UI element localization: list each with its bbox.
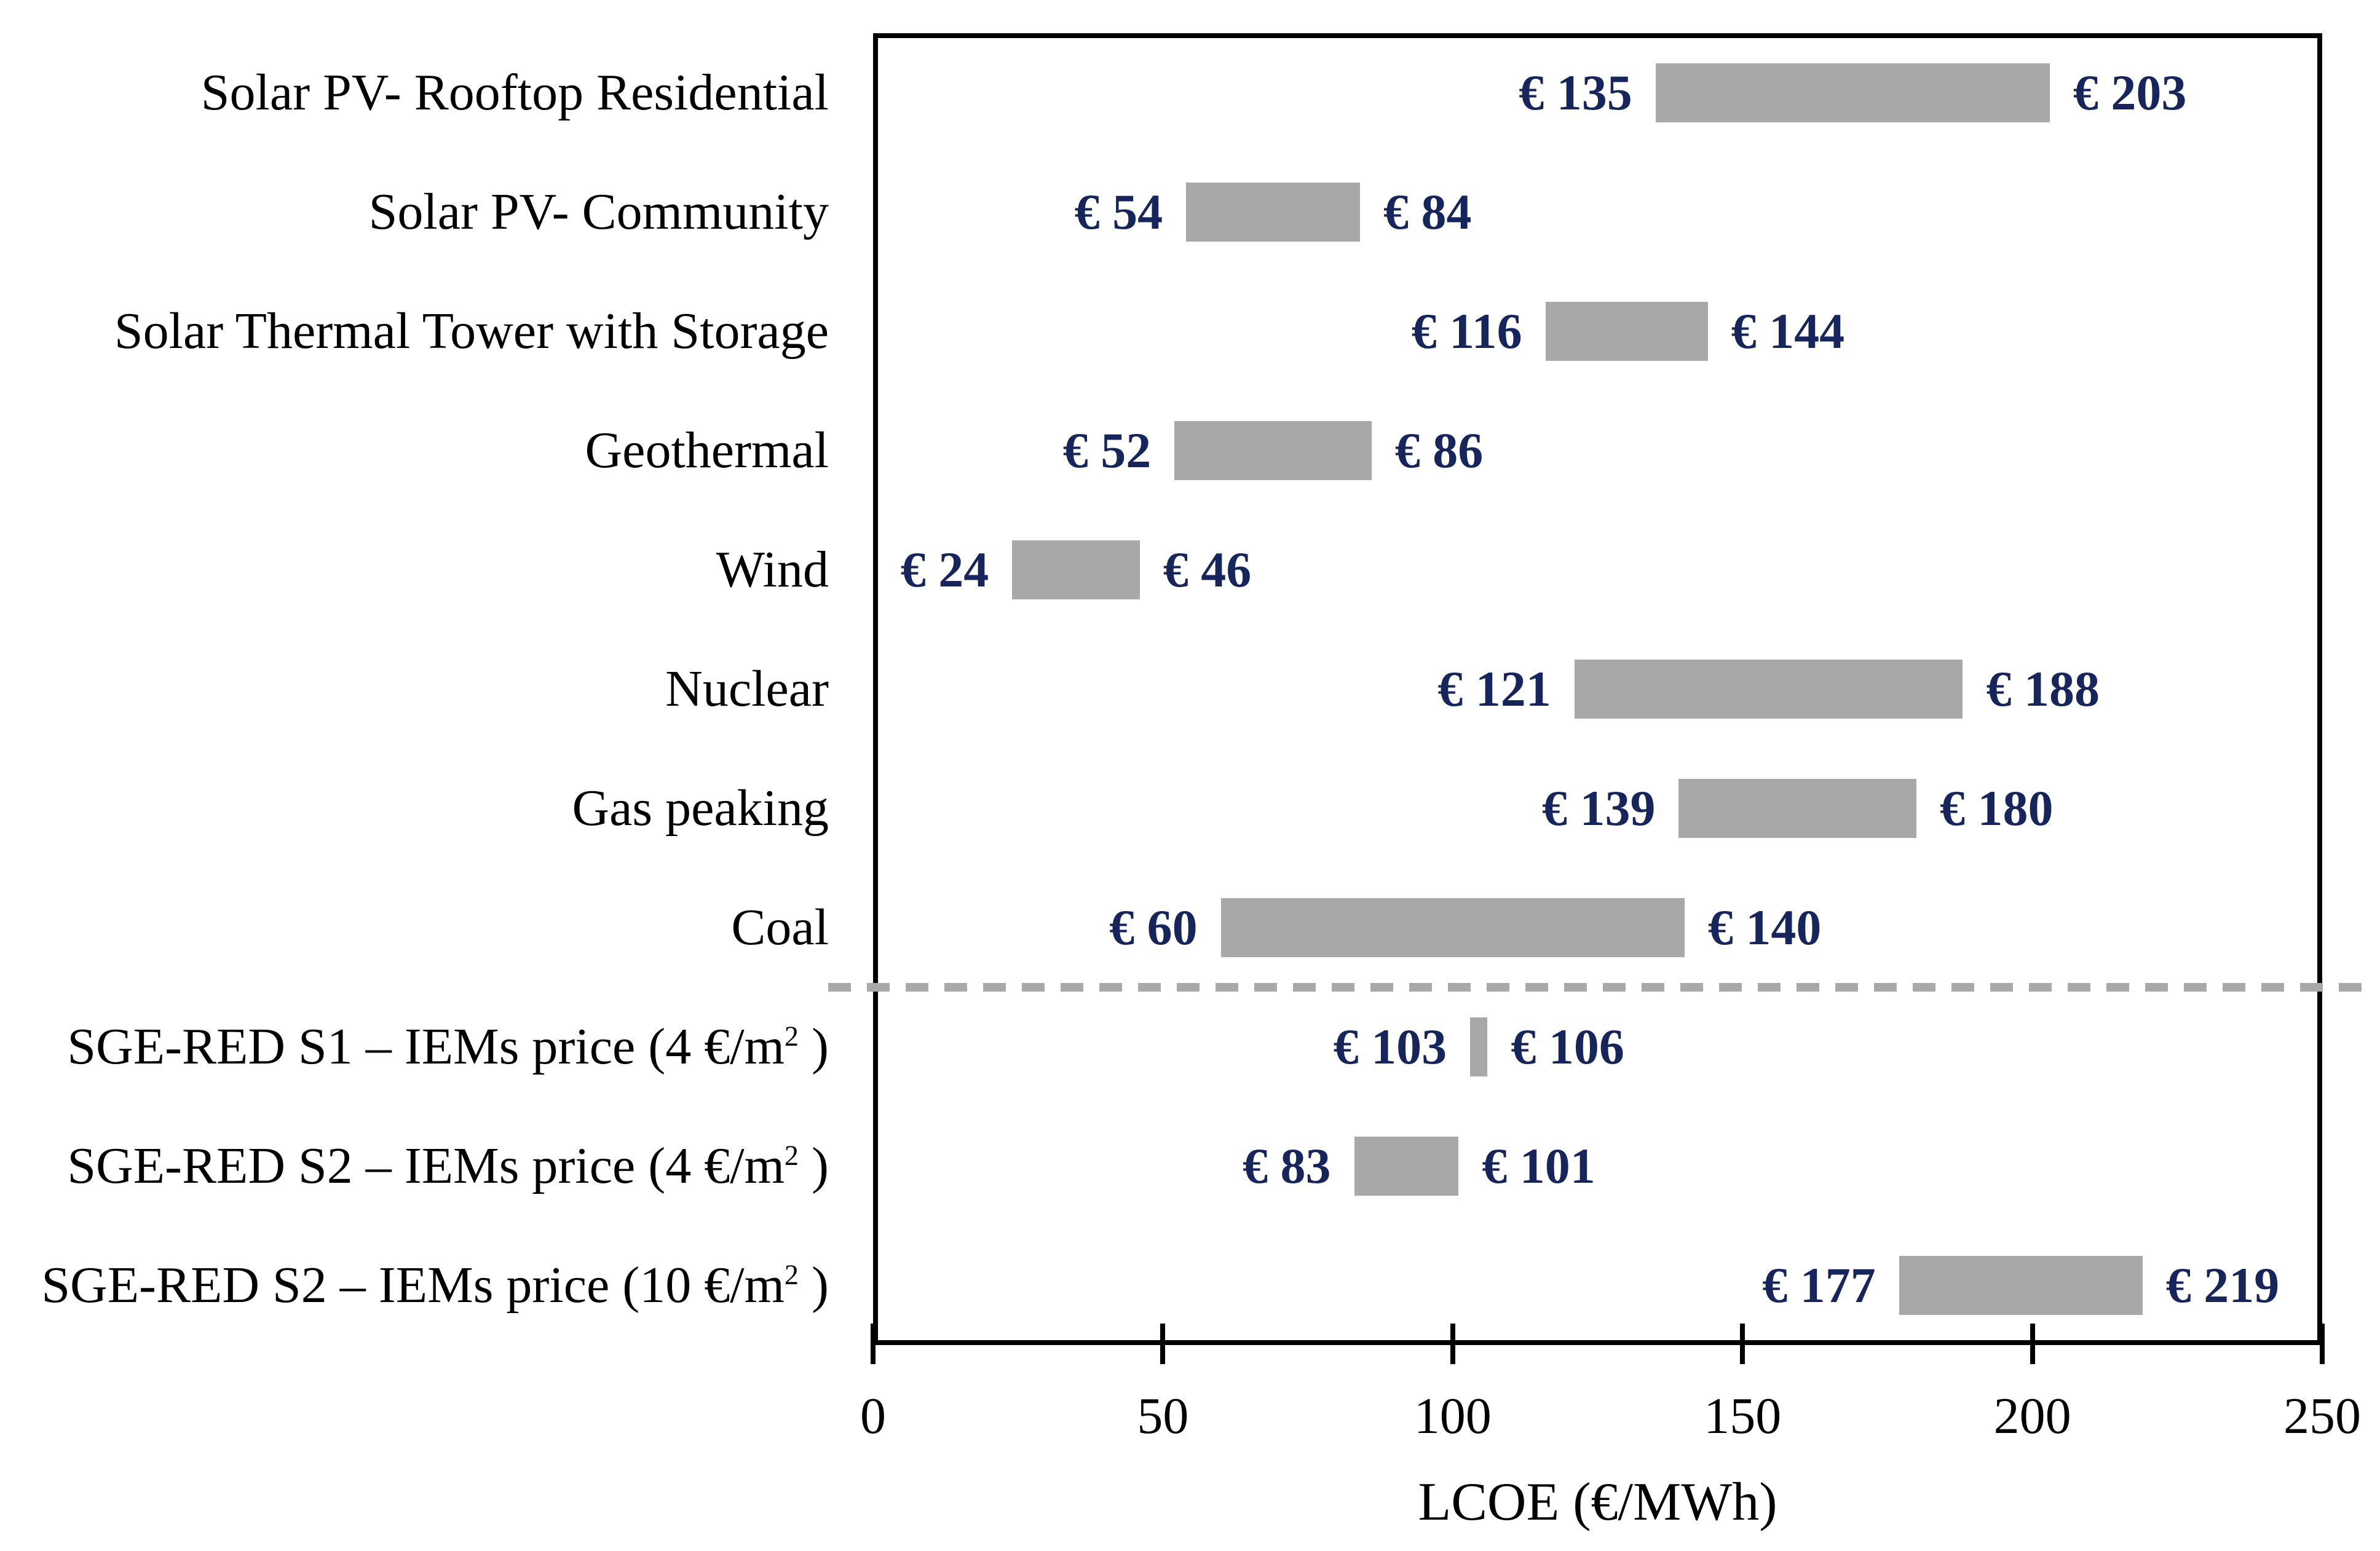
x-axis-title: LCOE (€/MWh) bbox=[1418, 1472, 1777, 1532]
x-axis-tick bbox=[2030, 1324, 2035, 1364]
range-bar bbox=[1545, 302, 1708, 361]
bar-min-label: € 116 bbox=[1411, 303, 1522, 359]
category-label: Solar Thermal Tower with Storage bbox=[114, 302, 829, 360]
range-bar bbox=[1174, 421, 1372, 480]
category-label: SGE-RED S1 – IEMs price (4 €/m2 ) bbox=[67, 1018, 829, 1075]
bar-max-label: € 84 bbox=[1383, 184, 1472, 240]
bar-min-label: € 177 bbox=[1762, 1257, 1876, 1313]
x-axis-tick bbox=[871, 1324, 876, 1364]
bar-min-label: € 60 bbox=[1109, 899, 1198, 955]
x-axis-tick-label: 0 bbox=[860, 1387, 886, 1445]
bar-min-label: € 52 bbox=[1062, 422, 1152, 478]
range-bar bbox=[1678, 779, 1917, 838]
bar-max-label: € 203 bbox=[2073, 65, 2187, 120]
x-axis-tick-label: 100 bbox=[1413, 1387, 1492, 1445]
category-label: Solar PV- Community bbox=[368, 183, 829, 240]
bar-max-label: € 86 bbox=[1394, 422, 1484, 478]
x-axis-tick-label: 150 bbox=[1704, 1387, 1782, 1445]
range-bar bbox=[1574, 660, 1963, 719]
bar-min-label: € 103 bbox=[1333, 1019, 1447, 1075]
bar-max-label: € 106 bbox=[1511, 1019, 1624, 1075]
bar-max-label: € 219 bbox=[2165, 1257, 2280, 1313]
range-bar bbox=[1220, 898, 1685, 957]
category-label: Geothermal bbox=[585, 422, 829, 479]
x-axis-tick-label: 200 bbox=[1993, 1387, 2071, 1445]
bar-max-label: € 188 bbox=[1986, 661, 2100, 717]
bar-max-label: € 144 bbox=[1731, 303, 1845, 359]
category-label: Nuclear bbox=[665, 660, 829, 717]
category-label: Gas peaking bbox=[572, 779, 829, 837]
x-axis-tick-label: 250 bbox=[2283, 1387, 2361, 1445]
bar-min-label: € 24 bbox=[900, 542, 989, 598]
bar-min-label: € 83 bbox=[1243, 1138, 1331, 1194]
x-axis-tick bbox=[1160, 1324, 1166, 1364]
x-axis-tick bbox=[1450, 1324, 1455, 1364]
bar-max-label: € 140 bbox=[1707, 899, 1822, 955]
category-label: Wind bbox=[716, 541, 829, 598]
x-axis-tick-label: 50 bbox=[1137, 1387, 1189, 1445]
category-label: Coal bbox=[731, 899, 829, 956]
range-bar bbox=[1899, 1256, 2143, 1315]
range-bar bbox=[1354, 1137, 1459, 1196]
range-bar bbox=[1655, 63, 2050, 122]
range-bar bbox=[1012, 540, 1140, 599]
range-bar bbox=[1470, 1017, 1488, 1076]
bar-max-label: € 101 bbox=[1482, 1138, 1595, 1194]
category-label: SGE-RED S2 – IEMs price (4 €/m2 ) bbox=[67, 1137, 829, 1194]
category-label: Solar PV- Rooftop Residential bbox=[200, 64, 829, 121]
x-axis-tick bbox=[2320, 1324, 2325, 1364]
x-axis-tick bbox=[1740, 1324, 1745, 1364]
separator-dashed-line bbox=[828, 983, 2367, 992]
bar-min-label: € 54 bbox=[1074, 184, 1163, 240]
bar-max-label: € 180 bbox=[1940, 780, 2054, 836]
category-label: SGE-RED S2 – IEMs price (10 €/m2 ) bbox=[41, 1257, 829, 1314]
bar-min-label: € 121 bbox=[1437, 661, 1551, 717]
range-bar bbox=[1186, 183, 1360, 242]
bar-min-label: € 135 bbox=[1519, 65, 1632, 120]
bar-min-label: € 139 bbox=[1541, 780, 1656, 836]
bar-max-label: € 46 bbox=[1163, 542, 1252, 598]
